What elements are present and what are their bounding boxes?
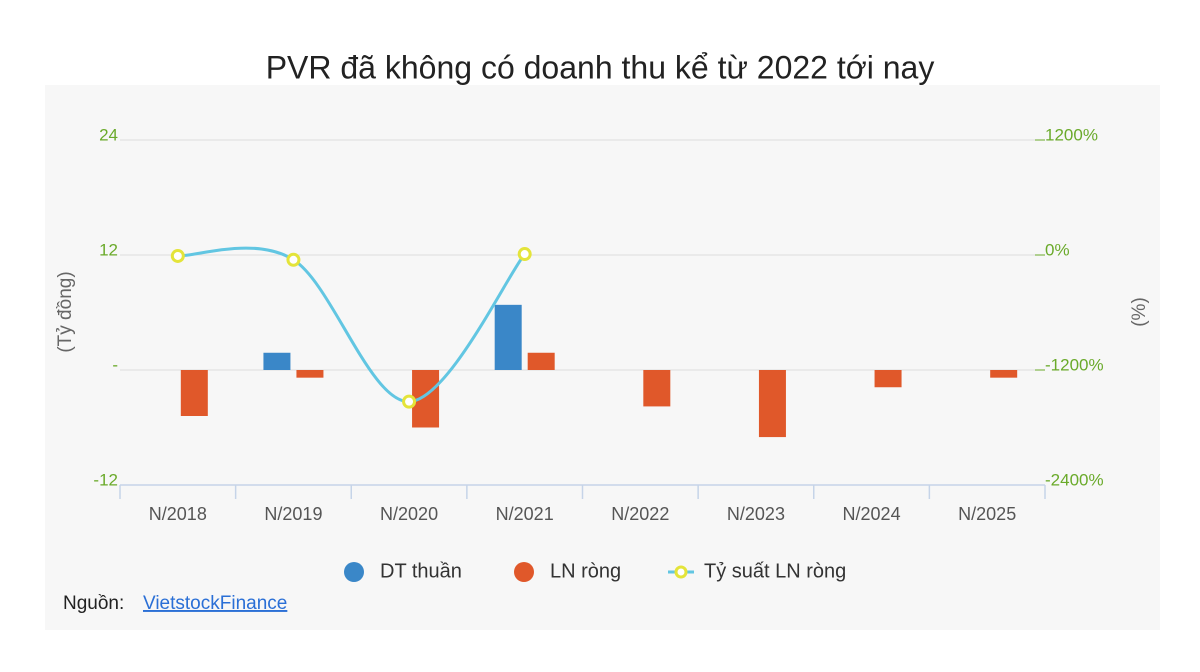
legend-marker	[344, 562, 364, 582]
bar	[527, 352, 555, 370]
legend-label: DT thuần	[380, 560, 462, 582]
chart-title: PVR đã không có doanh thu kể từ 2022 tới…	[266, 49, 935, 85]
bar	[296, 370, 324, 378]
bar	[990, 370, 1018, 378]
x-tick-label: N/2024	[843, 504, 901, 524]
line-series	[177, 246, 526, 404]
x-tick-label: N/2022	[611, 504, 669, 524]
bar	[758, 370, 786, 438]
legend-marker	[514, 562, 534, 582]
chart-panel	[45, 85, 1160, 630]
line-marker	[517, 247, 532, 262]
x-tick-label: N/2023	[727, 504, 785, 524]
line-marker	[402, 394, 417, 409]
source-link[interactable]: VietstockFinance	[143, 593, 287, 614]
bar	[494, 304, 522, 370]
x-tick-label: N/2025	[958, 504, 1016, 524]
x-tick-label: N/2019	[264, 504, 322, 524]
y-axis-label: (Tỷ đồng)	[55, 271, 76, 352]
y2-axis-label: (%)	[1129, 297, 1150, 327]
y-tick-label: 12	[99, 240, 118, 259]
y2-tick-label: -2400%	[1045, 470, 1104, 489]
source-label: Nguồn:	[63, 593, 124, 614]
y2-tick-label: 1200%	[1045, 125, 1098, 144]
y2-tick-label: 0%	[1045, 240, 1070, 259]
y-tick-label: -12	[93, 470, 118, 489]
x-tick-label: N/2021	[496, 504, 554, 524]
bar	[263, 352, 291, 370]
y2-tick-label: -1200%	[1045, 355, 1104, 374]
legend-label: Tỷ suất LN ròng	[704, 560, 846, 582]
x-tick-label: N/2018	[149, 504, 207, 524]
x-tick-label: N/2020	[380, 504, 438, 524]
y-tick-label: 24	[99, 125, 118, 144]
legend-label: LN ròng	[550, 560, 621, 582]
line-marker	[170, 248, 185, 263]
y-tick-label: -	[112, 355, 118, 374]
bar	[874, 370, 902, 388]
line-marker	[286, 252, 301, 267]
bar	[643, 370, 671, 407]
bar	[180, 370, 208, 416]
legend-marker	[674, 565, 688, 579]
